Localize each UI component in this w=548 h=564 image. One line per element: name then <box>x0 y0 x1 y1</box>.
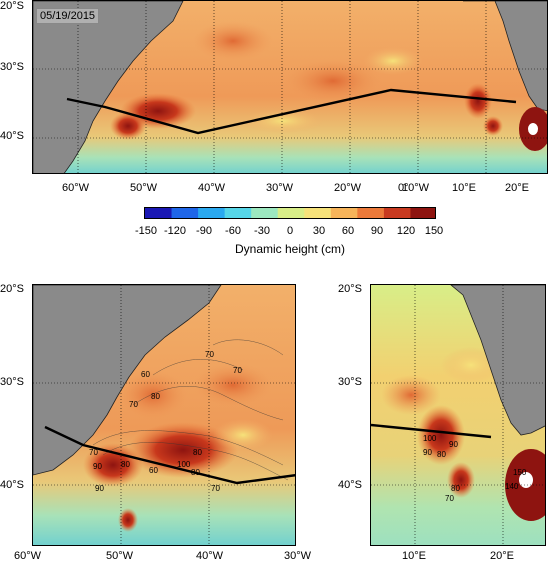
bl-lat-label: 30°S <box>0 376 24 388</box>
contour-label: 150 <box>513 468 527 477</box>
top-lon-label: 50°W <box>130 182 158 194</box>
bl-lon-label: 60°W <box>14 550 42 562</box>
top-lat-label: 30°S <box>0 61 24 73</box>
bottom-left-map-field: 70 70 60 70 80 70 80 90 100 80 60 90 80 … <box>33 285 295 545</box>
contour-label: 90 <box>95 484 104 493</box>
colorbar-tick: 90 <box>370 225 384 237</box>
colorbar-swatch <box>277 208 305 218</box>
colorbar-tick: -150 <box>134 225 158 237</box>
top-lon-label: 10°W <box>402 182 430 194</box>
colorbar-swatch <box>145 208 173 218</box>
colorbar-tick: 150 <box>424 225 444 237</box>
colorbar-tick: -120 <box>163 225 187 237</box>
colorbar-tick: 60 <box>341 225 355 237</box>
bottom-right-map[interactable]: 100 90 80 90 80 70 140 150 <box>370 284 546 546</box>
contour-label: 70 <box>129 400 138 409</box>
section-line <box>44 425 295 485</box>
contour-label: 140 <box>505 482 519 491</box>
colorbar-swatch <box>171 208 199 218</box>
colorbar-swatch <box>304 208 332 218</box>
br-lon-label: 10°E <box>402 550 426 562</box>
colorbar-swatch <box>357 208 385 218</box>
contour-label: 90 <box>423 448 432 457</box>
bl-lon-label: 30°W <box>284 550 312 562</box>
top-map-field <box>33 1 547 173</box>
colorbar-tick: -90 <box>196 225 212 237</box>
top-lon-label: 10°E <box>452 182 476 194</box>
contour-label: 60 <box>149 466 158 475</box>
top-lat-label: 40°S <box>0 130 24 142</box>
bl-lon-label: 40°W <box>196 550 224 562</box>
colorbar-swatch <box>410 208 435 218</box>
top-lon-label: 30°W <box>266 182 294 194</box>
bottom-right-map-field: 100 90 80 90 80 70 140 150 <box>371 285 545 545</box>
top-lon-label: 20°W <box>334 182 362 194</box>
colorbar-swatch <box>330 208 358 218</box>
contour-label: 70 <box>205 350 214 359</box>
colorbar-swatch <box>224 208 252 218</box>
contour-label: 80 <box>437 450 446 459</box>
br-lat-label: 40°S <box>338 479 362 491</box>
colorbar-tick: 120 <box>396 225 416 237</box>
contour-label: 90 <box>449 440 458 449</box>
section-line <box>66 88 517 135</box>
colorbar-swatch <box>251 208 279 218</box>
contour-label: 70 <box>89 448 98 457</box>
colorbar-swatch <box>383 208 411 218</box>
top-lat-label: 20°S <box>0 0 24 12</box>
contour-label: 60 <box>141 370 150 379</box>
top-lon-label: 20°E <box>505 182 529 194</box>
contour-label: 70 <box>211 484 220 493</box>
top-lon-label: 40°W <box>198 182 226 194</box>
contour-label: 100 <box>177 460 191 469</box>
section-line <box>371 423 492 439</box>
contour-labels: 70 70 60 70 80 70 80 90 100 80 60 90 80 … <box>89 350 242 493</box>
contour-label: 100 <box>423 434 437 443</box>
top-map[interactable] <box>32 0 548 174</box>
contour-label: 80 <box>151 392 160 401</box>
contour-label: 80 <box>191 468 200 477</box>
contour-label: 80 <box>193 448 202 457</box>
br-lat-label: 30°S <box>338 376 362 388</box>
br-lon-label: 20°E <box>490 550 514 562</box>
contour-label: 70 <box>233 366 242 375</box>
contour-label: 80 <box>451 484 460 493</box>
bl-lat-label: 20°S <box>0 283 24 295</box>
colorbar-title: Dynamic height (cm) <box>234 242 346 256</box>
bl-lat-label: 40°S <box>0 479 24 491</box>
contour-label: 90 <box>93 462 102 471</box>
top-lon-label: 0° <box>398 182 409 194</box>
colorbar-tick: -30 <box>254 225 270 237</box>
bottom-left-map[interactable]: 70 70 60 70 80 70 80 90 100 80 60 90 80 … <box>32 284 296 546</box>
contour-label: 80 <box>121 460 130 469</box>
contour-labels: 100 90 80 90 80 70 140 150 <box>423 434 527 503</box>
colorbar-tick: 30 <box>312 225 326 237</box>
colorbar-tick: -60 <box>225 225 241 237</box>
top-lon-label: 60°W <box>62 182 90 194</box>
colorbar-tick: 0 <box>286 225 294 237</box>
contour-label: 70 <box>445 494 454 503</box>
colorbar-swatch <box>198 208 226 218</box>
br-lat-label: 20°S <box>338 283 362 295</box>
colorbar <box>144 207 436 219</box>
date-badge: 05/19/2015 <box>36 8 100 24</box>
colorbar-swatches <box>145 208 435 218</box>
bl-lon-label: 50°W <box>106 550 134 562</box>
